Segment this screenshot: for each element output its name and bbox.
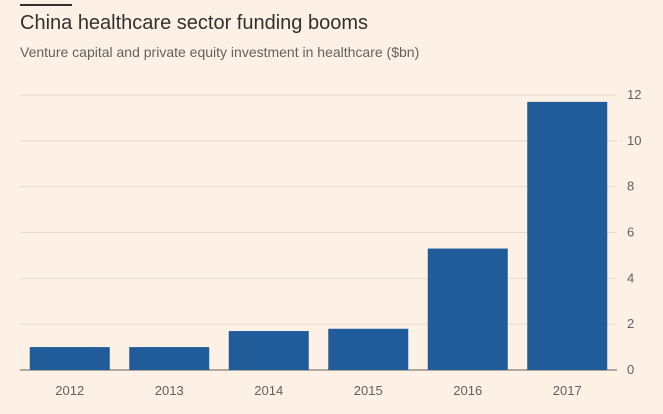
bar-2015 [328, 328, 409, 370]
x-tick-label: 2012 [55, 383, 84, 398]
bar-layer [29, 101, 608, 370]
x-tick-label: 2016 [453, 383, 482, 398]
bar-2014 [228, 331, 309, 370]
y-tick-label: 4 [627, 270, 634, 285]
bar-2016 [427, 248, 508, 370]
x-axis: 2012 2013 2014 2015 2016 2017 [55, 383, 581, 398]
grid-layer [20, 94, 617, 371]
bar-2013 [129, 347, 210, 370]
x-tick-label: 2015 [354, 383, 383, 398]
top-rule [20, 4, 72, 6]
bar-2017 [527, 101, 608, 370]
y-tick-label: 8 [627, 179, 634, 194]
y-tick-label: 2 [627, 316, 634, 331]
y-axis: 0 2 4 6 8 10 12 [627, 87, 641, 377]
y-tick-label: 10 [627, 133, 641, 148]
y-tick-label: 6 [627, 225, 634, 240]
bar-2012 [29, 347, 110, 370]
x-tick-label: 2014 [254, 383, 283, 398]
chart-title: China healthcare sector funding booms [20, 12, 368, 34]
y-tick-label: 12 [627, 87, 641, 102]
y-tick-label: 0 [627, 362, 634, 377]
chart-subtitle: Venture capital and private equity inves… [20, 44, 420, 60]
x-tick-label: 2017 [553, 383, 582, 398]
x-tick-label: 2013 [155, 383, 184, 398]
